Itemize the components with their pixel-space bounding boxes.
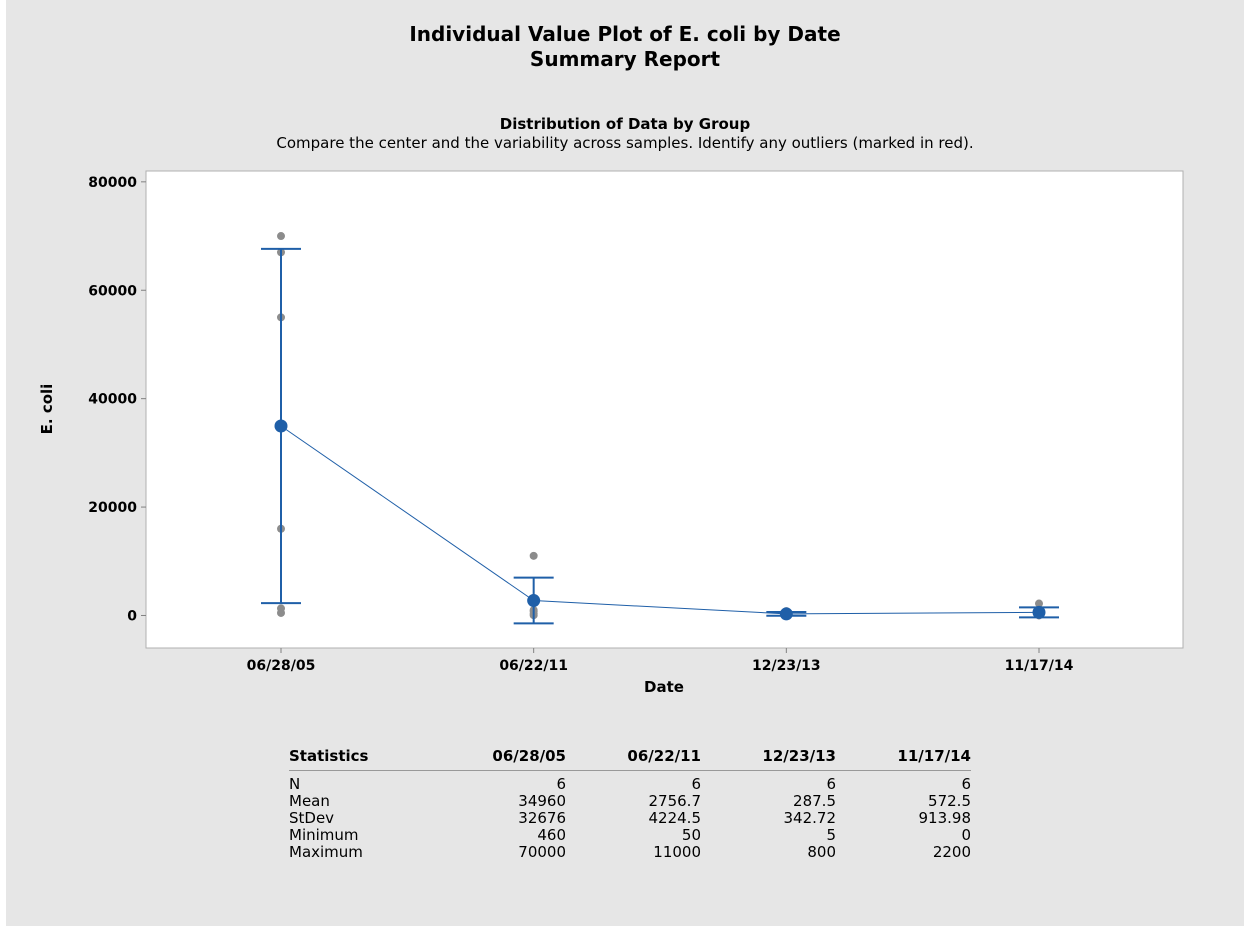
- individual-value-plot: 0 20000 40000 60000 80000 06/28/05 06/22/11 12…: [38, 170, 1184, 696]
- table-cell: 6: [961, 775, 971, 793]
- data-point: [529, 551, 538, 560]
- table-cell: 2756.7: [648, 792, 702, 810]
- mean-point: [1032, 605, 1046, 619]
- statistics-table: Statistics 06/28/05 06/22/11 12/23/13 11…: [289, 742, 971, 861]
- y-tick-label: 80000: [88, 175, 137, 191]
- table-cell: 5: [826, 826, 836, 844]
- table-cell: 287.5: [793, 792, 836, 810]
- table-cell: 32676: [518, 809, 566, 827]
- x-axis: 06/28/05 06/22/11 12/23/13 11/17/14: [247, 648, 1074, 674]
- y-tick-label: 0: [127, 608, 137, 624]
- table-cell: 6: [556, 775, 566, 793]
- row-label: Maximum: [289, 843, 363, 861]
- table-cell: 913.98: [918, 809, 972, 827]
- row-label: N: [289, 775, 301, 793]
- table-cell: 6: [691, 775, 701, 793]
- panel-note: Compare the center and the variability a…: [276, 134, 974, 152]
- table-cell: 572.5: [928, 792, 971, 810]
- table-row: Maximum 70000 11000 800 2200: [289, 844, 971, 861]
- table-row: StDev 32676 4224.5 342.72 913.98: [289, 810, 971, 827]
- chart-subtitle: Summary Report: [529, 47, 721, 71]
- y-tick-label: 20000: [88, 500, 137, 516]
- report-frame: Individual Value Plot of E. coli by Date…: [6, 0, 1244, 926]
- statistics-header-cell: 11/17/14: [836, 742, 971, 771]
- mean-point: [274, 419, 288, 433]
- chart-title: Individual Value Plot of E. coli by Date: [409, 22, 841, 46]
- y-tick-label: 60000: [88, 283, 137, 299]
- table-cell: 11000: [653, 843, 701, 861]
- y-axis: 0 20000 40000 60000 80000: [88, 175, 146, 624]
- table-row: Minimum 460 50 5 0: [289, 827, 971, 844]
- table-cell: 50: [681, 826, 701, 844]
- table-cell: 2200: [932, 843, 971, 861]
- panel-title: Distribution of Data by Group: [499, 115, 751, 133]
- table-cell: 342.72: [783, 809, 837, 827]
- mean-point: [779, 607, 793, 621]
- table-cell: 70000: [518, 843, 566, 861]
- statistics-header-cell: 06/22/11: [566, 742, 701, 771]
- x-tick-label: 06/28/05: [247, 658, 316, 674]
- table-row: N 6 6 6 6: [289, 771, 971, 794]
- data-point: [277, 604, 285, 613]
- data-series: [261, 232, 1059, 625]
- mean-point: [527, 594, 541, 608]
- plot-area: [145, 170, 1184, 649]
- table-row: Mean 34960 2756.7 287.5 572.5: [289, 793, 971, 810]
- statistics-header-row: Statistics 06/28/05 06/22/11 12/23/13 11…: [289, 742, 971, 771]
- table-cell: 460: [537, 826, 566, 844]
- y-tick-label: 40000: [88, 392, 137, 408]
- statistics-header-cell: Statistics: [289, 742, 396, 771]
- row-label: Minimum: [289, 826, 359, 844]
- statistics-header-cell: 06/28/05: [396, 742, 566, 771]
- row-label: StDev: [289, 809, 335, 827]
- table-cell: 800: [807, 843, 836, 861]
- x-tick-label: 12/23/13: [752, 658, 821, 674]
- table-cell: 0: [961, 826, 971, 844]
- table-cell: 6: [826, 775, 836, 793]
- table-cell: 34960: [518, 792, 566, 810]
- x-tick-label: 06/22/11: [499, 658, 568, 674]
- x-tick-label: 11/17/14: [1005, 658, 1074, 674]
- row-label: Mean: [289, 792, 330, 810]
- table-cell: 4224.5: [648, 809, 702, 827]
- data-point: [277, 232, 285, 241]
- statistics-header-cell: 12/23/13: [701, 742, 836, 771]
- x-axis-label: Date: [644, 678, 684, 696]
- data-point: [1035, 599, 1043, 608]
- y-axis-label: E. coli: [38, 384, 56, 435]
- mean-connect-line: [280, 425, 1040, 615]
